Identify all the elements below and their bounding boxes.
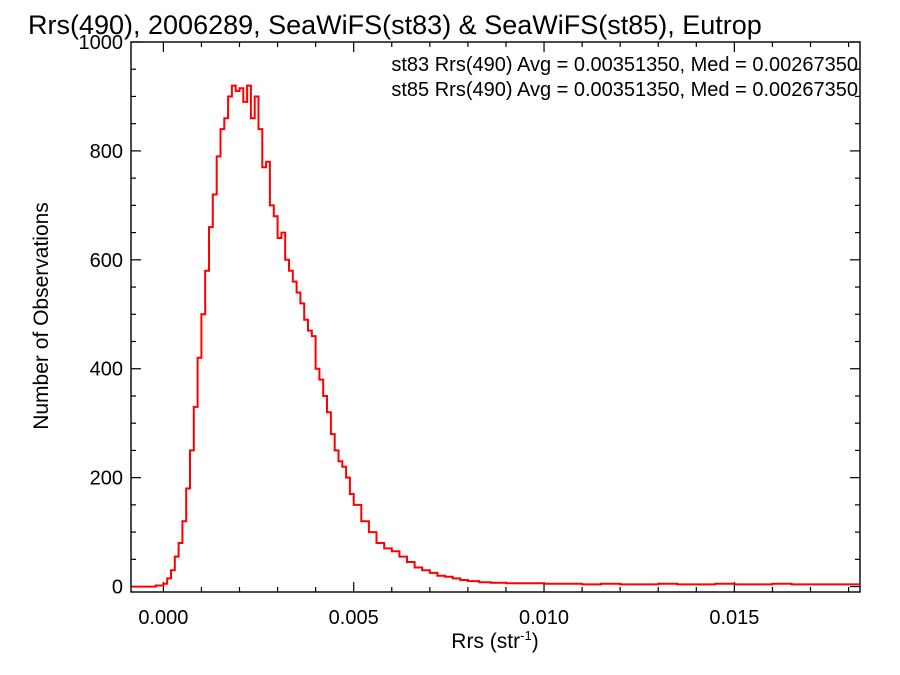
x-tick-label: 0.000 <box>138 607 188 629</box>
y-tick-label: 1000 <box>79 32 124 54</box>
y-axis-label: Number of Observations <box>30 202 53 430</box>
series-line-st85 <box>133 86 860 587</box>
y-tick-label: 400 <box>90 359 123 381</box>
y-axis-ticks: 0 200 400 600 800 1000 <box>79 32 861 599</box>
x-axis-label: Rrs (str-1) <box>451 628 538 653</box>
y-tick-label: 200 <box>90 468 123 490</box>
x-axis-ticks: 0.000 0.005 0.010 0.015 <box>138 42 848 629</box>
legend-entry-st85: st85 Rrs(490) Avg = 0.00351350, Med = 0.… <box>391 79 858 101</box>
y-tick-label: 800 <box>90 141 123 163</box>
x-tick-label: 0.010 <box>519 607 569 629</box>
x-axis-label-main: Rrs (str <box>451 630 520 653</box>
x-tick-label: 0.005 <box>329 607 379 629</box>
legend-entry-st83: st83 Rrs(490) Avg = 0.00351350, Med = 0.… <box>391 54 858 76</box>
x-tick-label: 0.015 <box>709 607 759 629</box>
x-axis-label-superscript: -1 <box>520 628 532 643</box>
y-tick-label: 0 <box>112 577 123 599</box>
chart-title: Rrs(490), 2006289, SeaWiFS(st83) & SeaWi… <box>28 10 762 40</box>
x-axis-label-close: ) <box>532 630 539 653</box>
y-tick-label: 600 <box>90 250 123 272</box>
plot-frame <box>131 42 860 592</box>
